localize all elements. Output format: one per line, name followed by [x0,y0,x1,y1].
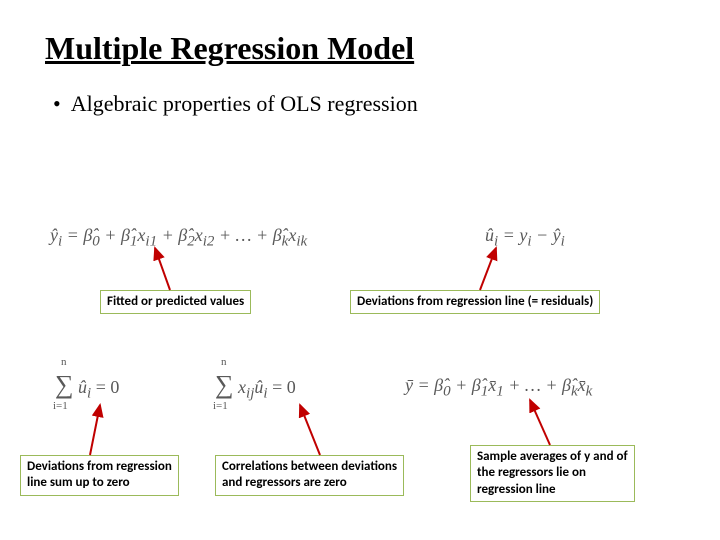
arrow-sumzero [90,405,100,455]
callout-sumzero: Deviations from regression line sum up t… [20,455,179,496]
callout-fitted: Fitted or predicted values [100,290,251,314]
arrow-means [530,400,550,445]
arrow-corrzero [300,405,320,455]
arrow-fitted [155,248,170,290]
callout-corrzero: Correlations between deviations and regr… [215,455,404,496]
equation-corr-residuals: n ∑ i=1 xijûi = 0 [215,370,296,403]
bullet-row: • Algebraic properties of OLS regression [45,91,675,117]
slide-title: Multiple Regression Model [45,30,675,67]
equation-residual: ûi = yi − ŷi [485,225,565,251]
equation-fitted: ŷi = β̂0 + β̂1xi1 + β̂2xi2 + … + β̂kxik [50,225,307,251]
bullet-text: Algebraic properties of OLS regression [71,91,418,117]
arrow-residual [480,248,496,290]
bullet-marker: • [53,91,61,117]
equation-means: ȳ = β̂0 + β̂1x̄1 + … + β̂kx̄k [405,375,592,401]
equation-sum-residuals: n ∑ i=1 ûi = 0 [55,370,119,403]
callout-means: Sample averages of y and of the regresso… [470,445,635,502]
callout-residuals: Deviations from regression line (= resid… [350,290,600,314]
